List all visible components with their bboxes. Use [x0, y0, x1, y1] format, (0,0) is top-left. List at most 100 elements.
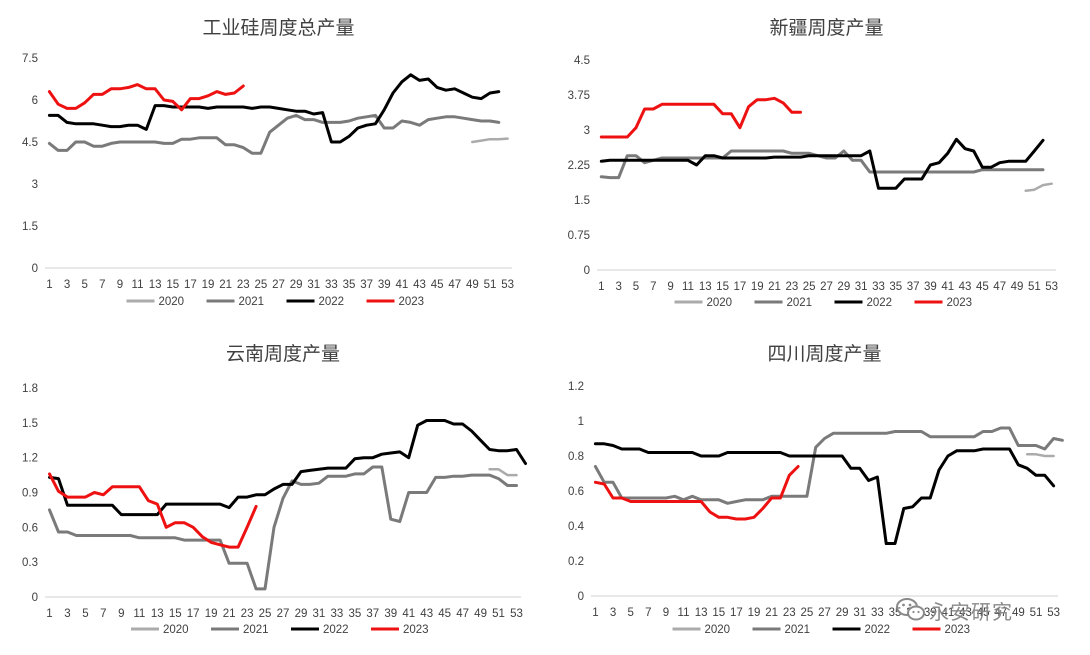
x-tick-label: 53 [501, 279, 514, 291]
x-tick-label: 47 [994, 607, 1007, 619]
x-tick-label: 19 [751, 281, 764, 293]
x-tick-label: 35 [889, 281, 902, 293]
x-tick-label: 19 [205, 608, 218, 620]
x-tick-label: 17 [730, 607, 743, 619]
y-tick-label: 1.5 [22, 418, 38, 430]
y-tick-label: 0.8 [568, 451, 584, 463]
y-tick-label: 1.5 [22, 221, 38, 233]
y-tick-label: 4.5 [574, 55, 590, 67]
x-tick-label: 11 [682, 281, 694, 293]
x-tick-label: 7 [650, 281, 656, 293]
legend-label-2020: 2020 [707, 297, 733, 309]
chart-title: 新疆周度产量 [769, 17, 883, 39]
x-tick-label: 43 [420, 608, 433, 620]
y-tick-label: 1.2 [568, 381, 584, 393]
x-tick-label: 5 [627, 607, 633, 619]
x-tick-label: 51 [1030, 607, 1043, 619]
legend-label-2020: 2020 [159, 296, 185, 308]
x-tick-label: 39 [384, 608, 397, 620]
legend-label-2022: 2022 [319, 296, 345, 308]
x-tick-label: 9 [118, 608, 124, 620]
x-tick-label: 27 [820, 281, 833, 293]
legend-label-2023: 2023 [403, 624, 429, 636]
legend-label-2020: 2020 [163, 624, 189, 636]
x-tick-label: 45 [431, 279, 444, 291]
x-tick-label: 53 [1045, 281, 1058, 293]
x-tick-label: 11 [132, 279, 144, 291]
series-line-2020 [471, 137, 509, 144]
x-tick-label: 9 [117, 279, 123, 291]
x-tick-label: 25 [254, 279, 267, 291]
x-tick-label: 21 [223, 608, 236, 620]
x-tick-label: 29 [295, 608, 308, 620]
x-tick-label: 21 [768, 281, 781, 293]
x-tick-label: 31 [853, 607, 866, 619]
x-tick-label: 3 [64, 279, 70, 291]
series-line-2021 [47, 113, 501, 155]
x-tick-label: 23 [783, 607, 796, 619]
chart-title: 工业硅周度总产量 [202, 17, 354, 39]
series-line-2020 [488, 468, 518, 477]
series-line-2022 [593, 442, 1056, 545]
x-tick-label: 1 [46, 608, 52, 620]
legend-label-2021: 2021 [239, 296, 265, 308]
x-tick-label: 11 [133, 608, 145, 620]
x-tick-label: 35 [348, 608, 361, 620]
x-tick-label: 1 [598, 281, 604, 293]
x-tick-label: 17 [184, 279, 197, 291]
x-tick-label: 25 [800, 607, 813, 619]
x-tick-label: 17 [187, 608, 200, 620]
y-tick-label: 7.5 [22, 53, 38, 65]
legend-label-2023: 2023 [945, 624, 971, 636]
x-tick-label: 33 [325, 279, 338, 291]
x-tick-label: 7 [645, 607, 651, 619]
x-tick-label: 13 [149, 279, 162, 291]
series-line-2023 [47, 83, 245, 112]
series-line-2022 [48, 419, 527, 517]
x-tick-label: 45 [438, 608, 451, 620]
x-tick-label: 49 [1011, 281, 1024, 293]
legend-label-2022: 2022 [867, 297, 893, 309]
x-tick-label: 33 [872, 281, 885, 293]
y-tick-label: 0.6 [568, 486, 584, 498]
x-tick-label: 1 [46, 279, 52, 291]
y-tick-label: 0.2 [568, 556, 584, 568]
x-tick-label: 15 [169, 608, 182, 620]
x-tick-label: 39 [378, 279, 391, 291]
x-tick-label: 17 [733, 281, 746, 293]
x-tick-label: 29 [837, 281, 850, 293]
x-tick-label: 39 [924, 281, 937, 293]
x-tick-label: 9 [663, 607, 669, 619]
y-tick-label: 1.8 [22, 383, 38, 395]
x-tick-label: 3 [610, 607, 616, 619]
x-tick-label: 3 [615, 281, 621, 293]
x-tick-label: 53 [510, 608, 523, 620]
x-tick-label: 13 [699, 281, 712, 293]
y-tick-label: 0 [578, 591, 584, 603]
x-tick-label: 9 [667, 281, 673, 293]
series-line-2022 [47, 73, 501, 144]
y-tick-label: 0.75 [568, 230, 590, 242]
legend-label-2022: 2022 [323, 624, 349, 636]
x-tick-label: 35 [343, 279, 356, 291]
x-tick-label: 47 [993, 281, 1006, 293]
series-line-2021 [48, 465, 518, 591]
wechat-icon [896, 598, 925, 621]
x-tick-label: 41 [402, 608, 415, 620]
legend-label-2023: 2023 [947, 297, 973, 309]
y-tick-label: 3.75 [568, 90, 590, 102]
x-tick-label: 27 [272, 279, 285, 291]
x-tick-label: 15 [716, 281, 729, 293]
legend-label-2020: 2020 [705, 624, 731, 636]
legend-label-2023: 2023 [399, 296, 425, 308]
x-tick-label: 33 [330, 608, 343, 620]
x-tick-label: 43 [959, 281, 972, 293]
x-tick-label: 37 [907, 281, 920, 293]
x-tick-label: 41 [395, 279, 408, 291]
chart-panel-sichuan: 四川周度产量 0 0.2 0.4 0.6 0.8 1 1.2 1 3 5 7 9 11 13 15 17 19 21… [548, 330, 1090, 655]
x-tick-label: 31 [313, 608, 326, 620]
y-tick-label: 0 [32, 263, 38, 275]
y-tick-label: 0.4 [568, 521, 585, 533]
